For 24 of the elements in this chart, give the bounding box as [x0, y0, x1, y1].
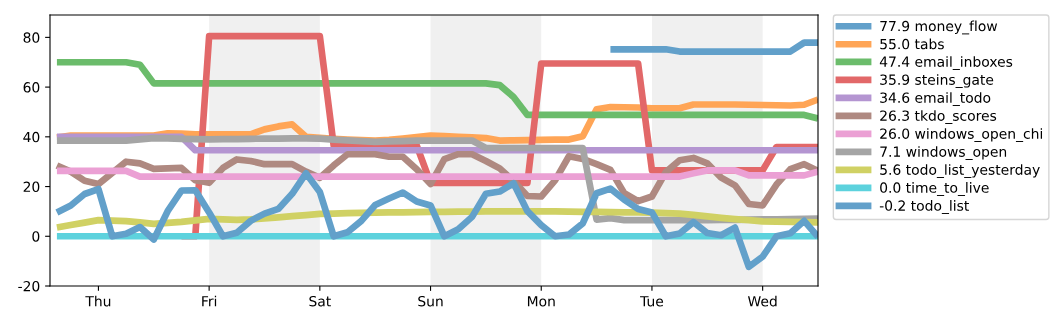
legend-label: 5.6 todo_list_yesterday	[880, 164, 1040, 178]
y-tick-label: -20	[18, 280, 40, 292]
y-tick-label: 60	[23, 82, 40, 93]
x-tick-label: Thu	[85, 295, 111, 307]
legend-label: 26.3 tkdo_scores	[880, 110, 997, 124]
legend-label: 47.4 email_inboxes	[879, 56, 1013, 70]
y-tick-label: 40	[23, 131, 40, 143]
legend-label: 34.6 email_todo	[880, 92, 991, 106]
legend-label: 35.9 steins_gate	[880, 74, 994, 88]
x-tick-label: Mon	[527, 296, 555, 307]
legend-label: 26.0 windows_open_chi	[880, 128, 1043, 142]
legend-label: -0.2 todo_list	[879, 200, 969, 214]
x-tick-label: Tue	[640, 296, 664, 307]
x-tick-label: Wed	[747, 295, 777, 307]
y-tick-label: 20	[23, 181, 40, 193]
y-tick-label: 80	[23, 32, 40, 43]
legend-label: 77.9 money_flow	[880, 20, 998, 35]
x-tick-label: Sat	[309, 295, 331, 307]
y-tick-label: 0	[32, 231, 40, 242]
x-tick-label: Sun	[418, 295, 443, 307]
x-tick-label: Fri	[202, 295, 217, 307]
legend-label: 7.1 windows_open	[880, 146, 1007, 160]
legend-label: 55.0 tabs	[880, 38, 944, 50]
legend-label: 0.0 time_to_live	[880, 182, 989, 196]
